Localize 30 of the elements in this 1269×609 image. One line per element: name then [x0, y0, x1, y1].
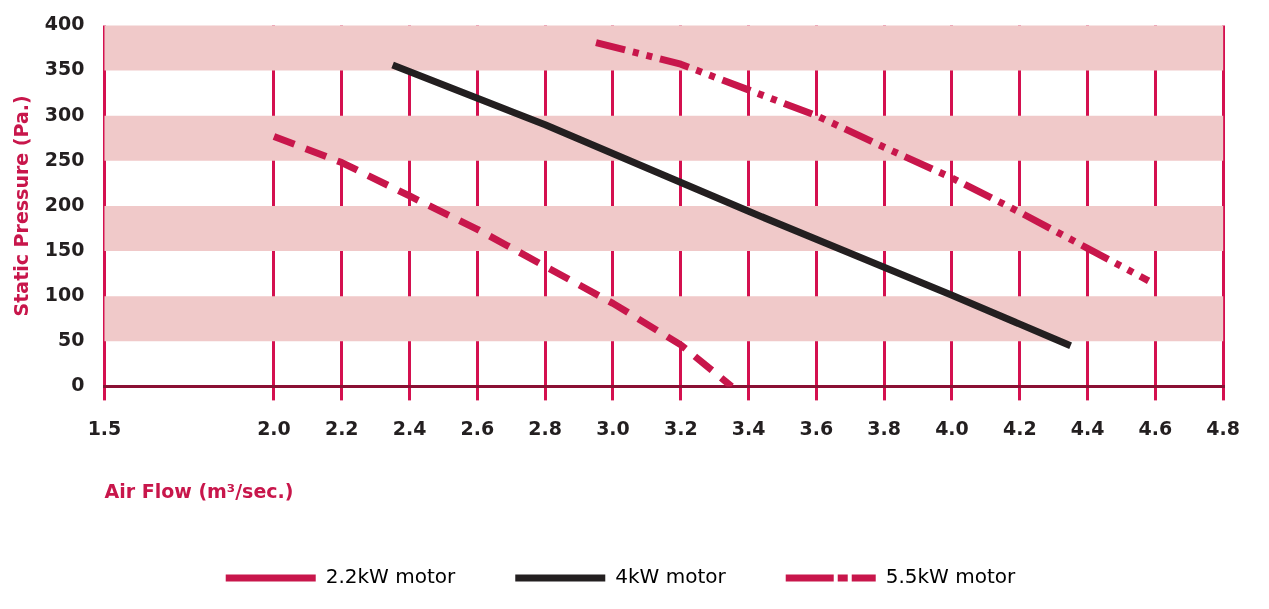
x-tick-label: 2.0 — [257, 416, 291, 439]
x-tick-label: 4.6 — [1138, 416, 1173, 439]
x-tick-label: 4.4 — [1070, 416, 1105, 439]
x-tick-label: 4.0 — [935, 416, 969, 439]
y-tick-label: 350 — [44, 57, 85, 80]
x-tick-label: 3.0 — [596, 416, 630, 439]
legend-label: 4kW motor — [615, 564, 727, 589]
x-tick-label: 1.5 — [87, 416, 122, 439]
x-tick-label: 4.8 — [1206, 416, 1241, 439]
x-axis-title: Air Flow (m³/sec.) — [104, 479, 294, 502]
x-tick-label: 3.8 — [867, 416, 901, 439]
x-tick-label: 4.2 — [1002, 416, 1037, 439]
x-tick-label: 2.6 — [460, 416, 495, 439]
y-tick-label: 100 — [44, 283, 85, 306]
y-tick-label: 250 — [44, 147, 85, 170]
x-tick-label: 2.8 — [528, 416, 562, 439]
legend-label: 2.2kW motor — [325, 564, 457, 589]
x-tick-label: 3.6 — [799, 416, 834, 439]
legend-label: 5.5kW motor — [885, 564, 1017, 589]
x-tick-label: 2.4 — [392, 416, 427, 439]
x-tick-label: 3.2 — [663, 416, 698, 439]
y-tick-label: 200 — [44, 192, 85, 215]
x-tick-label: 3.4 — [731, 416, 766, 439]
x-tick-label: 2.2 — [324, 416, 359, 439]
y-tick-label: 50 — [58, 328, 85, 351]
y-tick-label: 150 — [44, 237, 85, 260]
y-tick-label: 0 — [71, 373, 85, 396]
y-axis-title: Static Pressure (Pa.) — [10, 95, 33, 317]
y-tick-label: 300 — [44, 102, 85, 125]
y-tick-label: 400 — [44, 12, 85, 35]
